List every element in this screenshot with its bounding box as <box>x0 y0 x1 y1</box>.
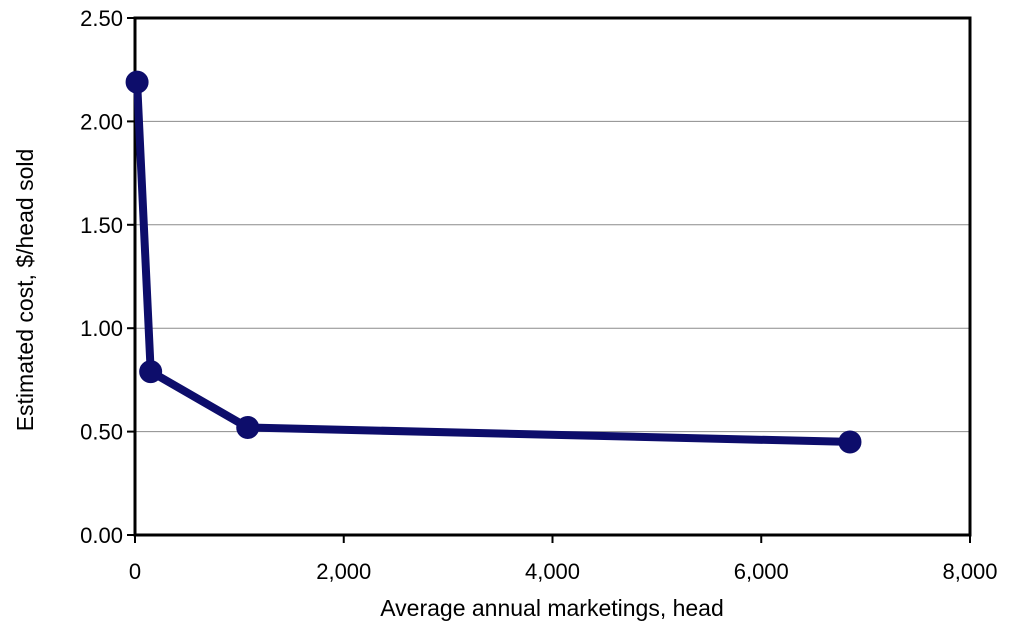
plot-area-border <box>133 16 972 537</box>
series-line <box>133 78 854 446</box>
y-tick-label: 0.50 <box>80 420 123 445</box>
x-axis-title: Average annual marketings, head <box>380 595 724 621</box>
y-tick-label: 0.00 <box>80 523 123 548</box>
y-axis-title: Estimated cost, $/head sold <box>12 149 38 432</box>
x-tick-label: 6,000 <box>734 559 789 584</box>
y-tick-label: 1.50 <box>80 213 123 238</box>
gridlines <box>135 120 970 433</box>
data-point <box>125 70 149 94</box>
y-tick-label: 2.50 <box>80 6 123 31</box>
y-tick-label: 1.00 <box>80 316 123 341</box>
x-tick-label: 0 <box>129 559 141 584</box>
data-point <box>139 360 163 384</box>
y-axis: 0.00 0.50 1.00 1.50 2.00 2.50 <box>80 6 135 548</box>
data-point <box>236 415 260 439</box>
series-cost <box>125 70 862 454</box>
data-point <box>838 430 862 454</box>
y-tick-label: 2.00 <box>80 109 123 134</box>
x-tick-label: 4,000 <box>525 559 580 584</box>
x-axis: 0 2,000 4,000 6,000 8,000 <box>129 535 998 584</box>
x-tick-label: 2,000 <box>316 559 371 584</box>
x-tick-label: 8,000 <box>942 559 997 584</box>
